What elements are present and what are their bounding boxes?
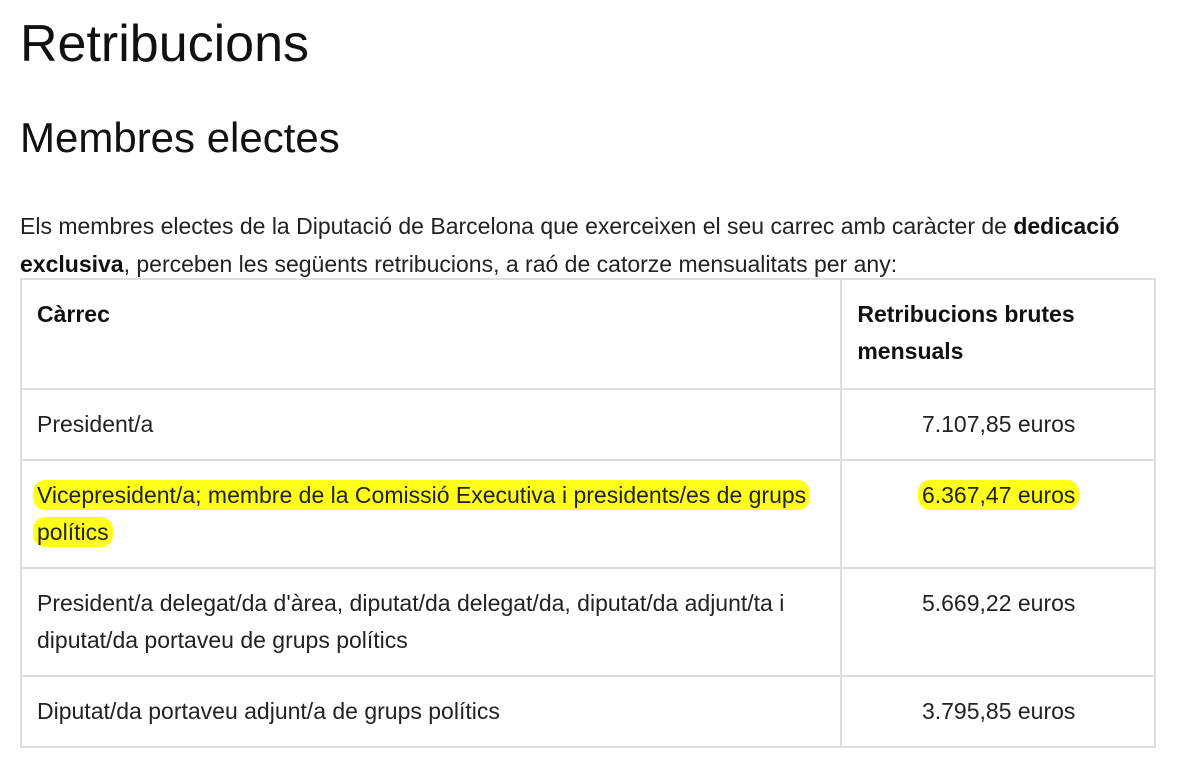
table-row: Vicepresident/a; membre de la Comissió E… [19,459,1156,569]
salary-cell: 7.107,85 euros [840,388,1156,461]
intro-text-end: , perceben les següents retribucions, a … [123,251,898,277]
column-header-salary: Retribucions brutes mensuals [840,278,1156,390]
salary-cell: 5.669,22 euros [840,567,1156,677]
table-header-row: Càrrec Retribucions brutes mensuals [19,278,1156,390]
salary-table: Càrrec Retribucions brutes mensuals Pres… [19,278,1156,748]
position-cell: President/a delegat/da d'àrea, diputat/d… [19,567,843,677]
table-row: President/a delegat/da d'àrea, diputat/d… [19,567,1156,677]
intro-text-start: Els membres electes de la Diputació de B… [20,213,1014,239]
position-cell: Vicepresident/a; membre de la Comissió E… [19,459,843,569]
intro-bold-text: dedicació exclusiva [20,213,1120,277]
intro-paragraph: Els membres electes de la Diputació de B… [20,207,1160,283]
page-title: Retribucions [20,15,310,73]
table-row: Diputat/da portaveu adjunt/a de grups po… [19,675,1156,748]
table-row: President/a 7.107,85 euros [19,388,1156,461]
salary-cell: 6.367,47 euros [840,459,1156,569]
salary-cell: 3.795,85 euros [840,675,1156,748]
position-cell: President/a [19,388,843,461]
highlighted-position-text: Vicepresident/a; membre de la Comissió E… [33,480,811,547]
column-header-position: Càrrec [19,278,843,390]
highlighted-salary-text: 6.367,47 euros [917,480,1080,510]
position-cell: Diputat/da portaveu adjunt/a de grups po… [19,675,843,748]
section-title: Membres electes [20,114,340,161]
